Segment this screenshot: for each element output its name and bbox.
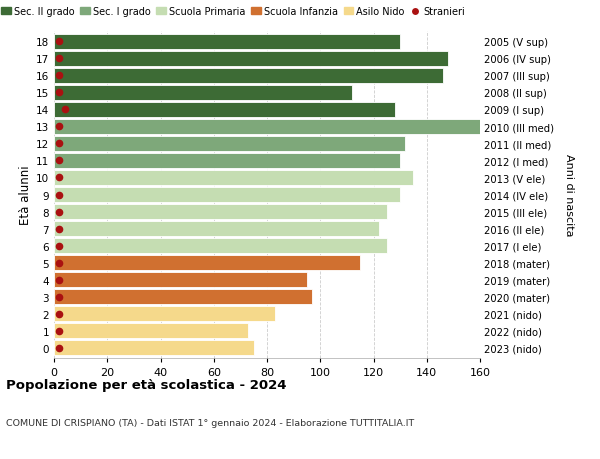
Y-axis label: Età alunni: Età alunni	[19, 165, 32, 225]
Text: COMUNE DI CRISPIANO (TA) - Dati ISTAT 1° gennaio 2024 - Elaborazione TUTTITALIA.: COMUNE DI CRISPIANO (TA) - Dati ISTAT 1°…	[6, 418, 414, 427]
Bar	[54, 341, 254, 355]
Bar	[54, 324, 248, 338]
Bar	[54, 52, 448, 67]
Bar	[54, 103, 395, 118]
Bar	[54, 256, 360, 270]
Text: Popolazione per età scolastica - 2024: Popolazione per età scolastica - 2024	[6, 379, 287, 392]
Bar	[54, 171, 413, 185]
Bar	[54, 307, 275, 321]
Y-axis label: Anni di nascita: Anni di nascita	[563, 154, 574, 236]
Bar	[54, 86, 352, 101]
Bar	[54, 120, 480, 134]
Bar	[54, 35, 400, 50]
Legend: Sec. II grado, Sec. I grado, Scuola Primaria, Scuola Infanzia, Asilo Nido, Stran: Sec. II grado, Sec. I grado, Scuola Prim…	[0, 3, 469, 21]
Bar	[54, 222, 379, 236]
Bar	[54, 205, 387, 219]
Bar	[54, 290, 312, 304]
Bar	[54, 273, 307, 287]
Bar	[54, 188, 400, 202]
Bar	[54, 154, 400, 168]
Bar	[54, 137, 406, 151]
Bar	[54, 239, 387, 253]
Bar	[54, 69, 443, 84]
